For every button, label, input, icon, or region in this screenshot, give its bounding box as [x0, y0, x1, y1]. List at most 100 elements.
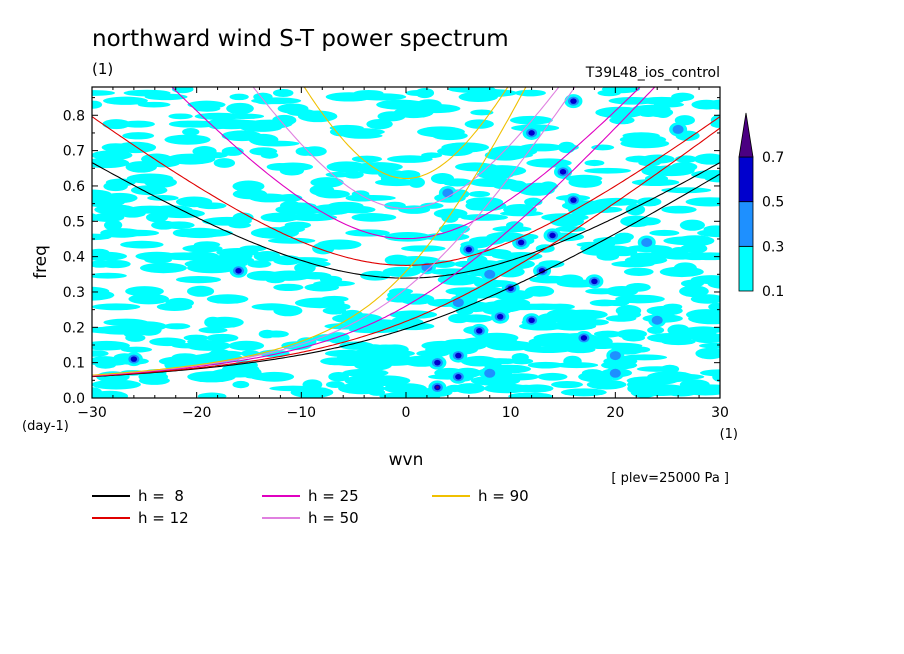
power-patch [389, 310, 438, 319]
x-tick-label: 20 [606, 405, 624, 421]
power-patch [125, 286, 164, 297]
power-patch [92, 303, 141, 311]
power-patch [649, 229, 680, 237]
power-patch [551, 381, 583, 389]
legend-label: h = 8 [138, 487, 184, 505]
power-patch [364, 213, 397, 221]
power-patch [213, 158, 236, 168]
power-patch [641, 238, 653, 247]
power-patch [708, 302, 720, 311]
legend-label: h = 25 [308, 487, 359, 505]
power-patch [662, 303, 683, 311]
power-patch [442, 188, 454, 198]
power-patch [686, 384, 720, 393]
power-patch [229, 93, 249, 101]
power-patch [263, 330, 289, 338]
y-tick-label: 0.7 [63, 144, 85, 160]
colorbar-label: 0.1 [762, 284, 784, 300]
power-patch [92, 272, 127, 279]
power-patch [102, 119, 131, 130]
power-patch [92, 90, 116, 96]
power-patch [356, 93, 407, 101]
dispersion-curve [171, 87, 641, 240]
power-patch [479, 358, 519, 365]
power-patch [458, 314, 494, 323]
y-tick-label: 0.5 [63, 214, 85, 230]
power-patch [476, 328, 483, 334]
dispersion-curve [92, 173, 720, 378]
power-patch [528, 130, 535, 136]
power-patch [163, 323, 191, 330]
level-note: [ plev=25000 Pa ] [611, 471, 729, 486]
power-patch [647, 326, 665, 334]
power-patch [384, 232, 432, 242]
power-patch [470, 89, 518, 97]
power-patch [430, 260, 456, 268]
power-patch [584, 167, 632, 174]
power-patch [644, 174, 669, 183]
power-patch [584, 159, 605, 167]
power-patch [105, 178, 136, 187]
colorbar: 0.1 0.3 0.5 0.7 [738, 112, 784, 300]
power-patch [193, 241, 221, 248]
power-patch [235, 267, 242, 274]
power-patch [519, 143, 563, 152]
power-patch [452, 298, 464, 308]
power-patch [502, 152, 533, 159]
power-patch [260, 151, 279, 159]
colorbar-segment [738, 245, 754, 292]
power-patch [517, 239, 525, 246]
power-patch [415, 87, 435, 99]
power-patch [421, 152, 443, 159]
power-patch [630, 346, 651, 353]
power-patch [460, 214, 509, 221]
power-patch [381, 344, 409, 355]
power-patch [651, 315, 663, 325]
power-patch [484, 269, 496, 279]
x-tick-label: 0 [402, 405, 411, 421]
dispersion-curves [92, 87, 720, 378]
power-patch [251, 97, 302, 105]
power-patch [302, 146, 327, 157]
power-patch [565, 174, 603, 183]
power-patch [679, 219, 705, 231]
power-patch [560, 309, 608, 320]
power-patch [691, 332, 720, 344]
y-tick-label: 0.3 [63, 285, 85, 301]
power-patch [707, 278, 720, 289]
power-patch [659, 373, 705, 380]
power-patch [267, 237, 316, 244]
power-patch [654, 106, 672, 119]
power-patch [619, 134, 667, 145]
power-patch [100, 259, 131, 269]
power-patch [92, 212, 125, 222]
power-patch [387, 155, 433, 163]
power-patch [497, 313, 504, 320]
power-patch [383, 383, 427, 394]
power-patch [128, 293, 170, 305]
dispersion-curve [252, 87, 560, 210]
power-patch [401, 245, 446, 252]
power-patch [432, 131, 468, 141]
power-patch [201, 152, 228, 159]
power-patch [671, 92, 695, 102]
power-patch [115, 141, 157, 154]
power-patch [226, 102, 254, 115]
power-patch [623, 267, 654, 276]
power-patch [320, 295, 349, 303]
colorbar-segment [738, 201, 754, 247]
power-patch [661, 205, 697, 214]
power-patch [615, 305, 642, 317]
power-patch [581, 369, 604, 377]
power-patch [165, 297, 194, 309]
power-patch [559, 169, 567, 175]
power-patch [273, 305, 303, 317]
power-patch [228, 340, 265, 351]
power-patch [484, 368, 496, 378]
power-patch [584, 206, 623, 213]
power-patch [343, 170, 364, 179]
power-patch [593, 330, 622, 338]
run-label: T39L48_ios_control [585, 65, 720, 81]
power-patch [464, 119, 494, 129]
